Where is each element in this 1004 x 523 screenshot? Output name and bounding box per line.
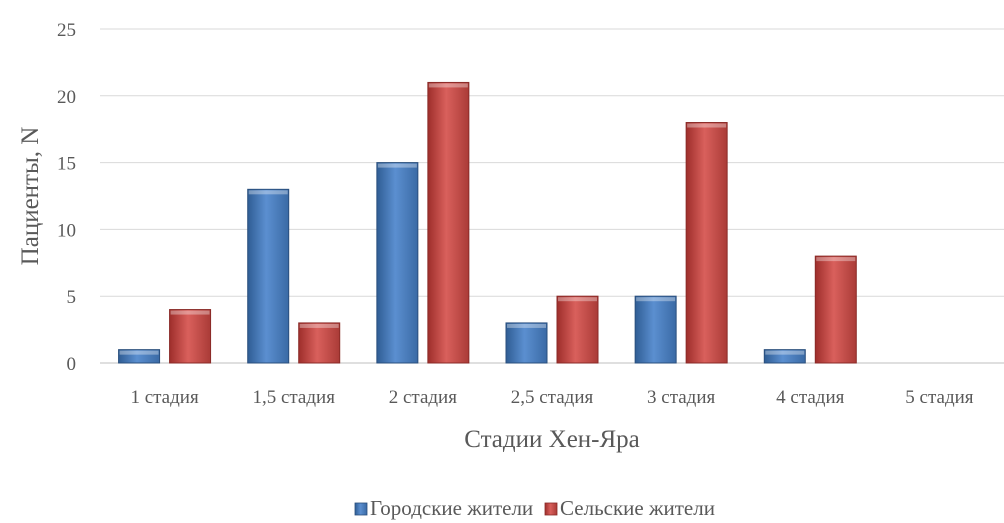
- x-tick-label: 1,5 стадия: [252, 387, 335, 408]
- x-tick-label: 4 стадия: [776, 387, 844, 408]
- legend-label: Городские жители: [370, 496, 533, 520]
- bar-rural: [685, 122, 728, 364]
- bar-highlight: [248, 190, 288, 195]
- bar-highlight: [816, 257, 856, 262]
- y-tick-label: 20: [57, 87, 76, 108]
- bar-highlight: [558, 297, 597, 302]
- y-tick-label: 10: [57, 220, 76, 241]
- bar-highlight: [507, 323, 546, 328]
- bar-urban: [118, 349, 161, 364]
- bar-highlight: [119, 350, 159, 355]
- bar-urban: [247, 188, 290, 364]
- bar-highlight: [636, 297, 676, 302]
- bar-urban: [376, 162, 419, 364]
- bar-highlight: [687, 123, 727, 128]
- bar-urban: [634, 295, 677, 364]
- bar-rural: [814, 255, 857, 364]
- legend: Городские жители Сельские жители: [354, 496, 715, 520]
- bar-rural: [556, 295, 599, 364]
- x-axis-title: Стадии Хен-Яра: [464, 426, 640, 453]
- x-tick-label: 3 стадия: [647, 387, 715, 408]
- x-tick-label: 2,5 стадия: [511, 387, 594, 408]
- bar-rural: [298, 322, 341, 364]
- x-tick-label: 2 стадия: [389, 387, 457, 408]
- bar-rural: [427, 81, 470, 364]
- y-axis-title: Пациенты, N: [17, 127, 44, 266]
- legend-swatch: [544, 502, 558, 516]
- y-axis-ticks: 0 5 10 15 20 25: [57, 20, 76, 375]
- y-tick-label: 0: [67, 354, 77, 375]
- bar-rural: [169, 309, 212, 364]
- x-axis-ticks: 1 стадия 1,5 стадия 2 стадия 2,5 стадия 3 ст…: [130, 387, 973, 408]
- y-tick-label: 25: [57, 20, 76, 41]
- bar-highlight: [170, 310, 210, 315]
- bar-highlight: [299, 323, 339, 328]
- y-tick-label: 15: [57, 154, 76, 175]
- bar-urban: [505, 322, 548, 364]
- gridlines: [100, 28, 1004, 364]
- legend-swatch: [354, 502, 368, 516]
- y-tick-label: 5: [67, 287, 77, 308]
- bar-highlight: [428, 83, 468, 88]
- bar-urban: [763, 349, 806, 364]
- bars: [118, 81, 857, 364]
- x-tick-label: 5 стадия: [905, 387, 973, 408]
- x-tick-label: 1 стадия: [130, 387, 198, 408]
- bar-highlight: [765, 350, 805, 355]
- legend-label: Сельские жители: [560, 496, 715, 520]
- bar-highlight: [377, 163, 417, 168]
